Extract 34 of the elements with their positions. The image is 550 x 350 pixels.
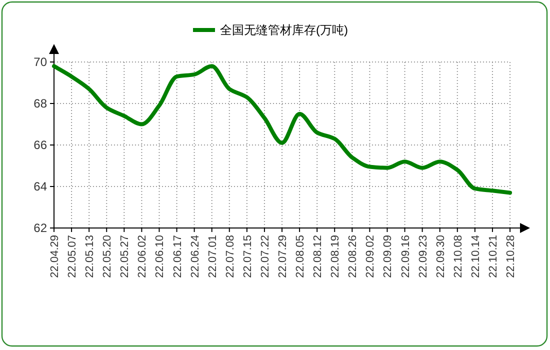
x-tick-label: 22.05.13 (84, 235, 96, 278)
y-tick-label: 66 (34, 138, 48, 152)
x-tick-label: 22.09.02 (364, 235, 377, 278)
x-tick-label: 22.08.19 (330, 235, 342, 278)
x-tick-label: 22.09.23 (417, 235, 430, 278)
x-tick-label: 22.07.08 (224, 235, 236, 278)
x-tick-label: 22.07.22 (259, 235, 272, 278)
x-tick-label: 22.06.17 (172, 235, 184, 278)
x-tick-label: 22.07.29 (277, 235, 289, 278)
y-tick-label: 68 (34, 96, 48, 110)
x-tick-label: 22.05.07 (66, 235, 79, 278)
x-tick-label: 22.09.09 (382, 235, 394, 278)
y-tick-label: 62 (34, 221, 48, 235)
x-tick-label: 22.06.10 (154, 235, 166, 278)
x-tick-label: 22.08.12 (312, 235, 324, 278)
x-tick-label: 22.05.27 (119, 235, 132, 278)
x-tick-label: 22.10.14 (470, 235, 482, 278)
x-tick-label: 22.08.05 (294, 235, 307, 278)
y-tick-label: 64 (34, 180, 48, 194)
line-series (52, 64, 512, 195)
x-tick-label: 22.10.28 (505, 235, 517, 278)
x-tick-label: 22.08.26 (347, 235, 360, 278)
x-tick-label: 22.05.20 (102, 235, 114, 278)
x-tick-label: 22.10.21 (487, 235, 500, 278)
x-tick-label: 22.10.08 (452, 235, 464, 278)
x-tick-label: 22.06.02 (136, 235, 149, 278)
x-tick-label: 22.04.29 (49, 235, 61, 278)
x-tick-label: 22.06.24 (189, 235, 202, 278)
x-tick-label: 22.09.16 (400, 235, 412, 278)
legend-label: 全国无缝管材库存(万吨) (220, 23, 348, 37)
x-tick-label: 22.07.01 (206, 235, 219, 278)
y-tick-label: 70 (34, 55, 48, 69)
x-tick-label: 22.09.30 (434, 235, 447, 278)
x-tick-label: 22.07.15 (242, 235, 254, 278)
